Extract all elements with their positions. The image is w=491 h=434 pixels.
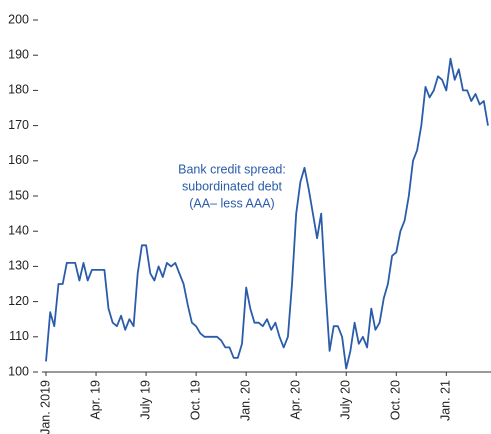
x-tick-label: July 19 [138, 380, 152, 420]
x-tick-label: Apr. 19 [88, 380, 102, 420]
x-tick-label: Jan. 20 [238, 380, 252, 421]
y-tick-label: 130 [8, 259, 29, 273]
x-tick-label: Apr. 20 [288, 380, 302, 420]
y-tick-label: 190 [8, 47, 29, 61]
y-tick-label: 140 [8, 223, 29, 237]
annotation: subordinated debt [182, 179, 283, 193]
x-tick-label: July 20 [339, 380, 353, 420]
y-tick-label: 180 [8, 83, 29, 97]
x-tick-label: Oct. 20 [389, 380, 403, 420]
y-tick-label: 200 [8, 12, 29, 26]
x-tick-label: Jan. 21 [439, 380, 453, 421]
y-tick-label: 110 [9, 329, 29, 343]
annotation: (AA– less AAA) [189, 196, 274, 210]
x-tick-label: Oct. 19 [188, 380, 202, 420]
y-tick-label: 100 [8, 364, 29, 378]
x-tick-label: Jan. 2019 [38, 380, 52, 434]
data-line [45, 57, 489, 370]
y-tick-label: 120 [8, 294, 29, 308]
y-tick-label: 170 [8, 118, 29, 132]
y-tick-label: 150 [8, 188, 29, 202]
annotation: Bank credit spread: [178, 162, 286, 176]
y-tick-label: 160 [8, 153, 29, 167]
